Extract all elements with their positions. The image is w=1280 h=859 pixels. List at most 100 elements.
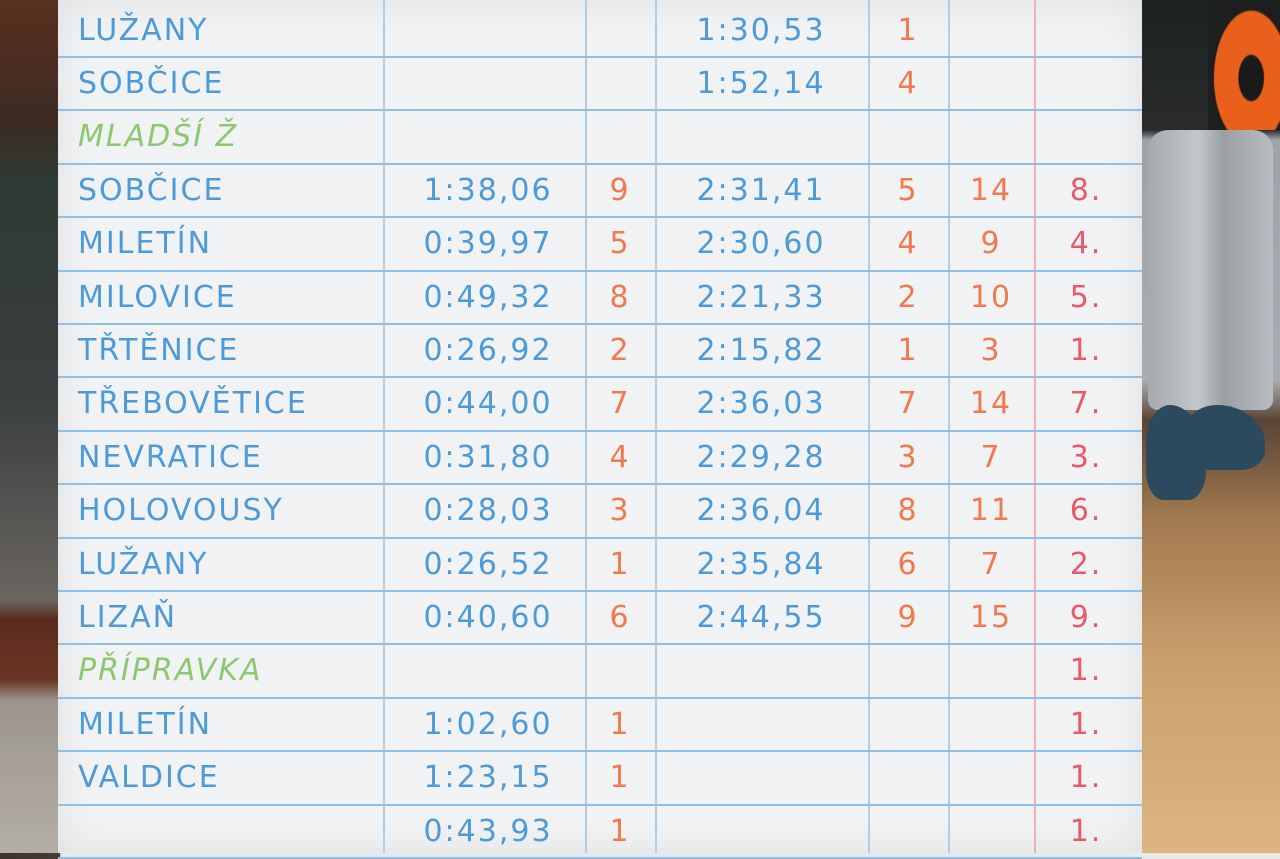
cell-points2: 9 bbox=[897, 599, 919, 635]
table-row: SOBČICE 1:52,14 4 bbox=[58, 57, 1142, 112]
table-row: SOBČICE 1:38,06 9 2:31,41 5 14 8. bbox=[58, 164, 1142, 219]
cell-place: 1. bbox=[1069, 760, 1103, 796]
cell-time1: 0:28,03 bbox=[423, 493, 553, 529]
cell-time1 bbox=[388, 4, 588, 56]
cell-time2: 2:35,84 bbox=[696, 546, 826, 582]
results-board: LUŽANY 1:30,53 1 SOBČICE 1:52,14 4 MLADŠÍ Ž SOB… bbox=[58, 0, 1142, 859]
cell-time2: 2:44,55 bbox=[696, 599, 826, 635]
cell-time1: 0:44,00 bbox=[423, 386, 553, 422]
cell-name: TŘTĚNICE bbox=[78, 332, 240, 368]
cell-sum bbox=[948, 4, 1034, 56]
grid-line bbox=[585, 0, 587, 853]
table-row: MILETÍN 1:02,60 1 1. bbox=[58, 698, 1142, 753]
cell-points1 bbox=[585, 4, 655, 56]
table-row: HOLOVOUSY 0:28,03 3 2:36,04 8 11 6. bbox=[58, 485, 1142, 539]
cell-time2: 1:52,14 bbox=[696, 65, 826, 101]
cell-points1 bbox=[585, 57, 655, 109]
cell-place bbox=[1036, 4, 1136, 56]
cell-name: LUŽANY bbox=[78, 546, 209, 582]
cell-place: 2. bbox=[1069, 546, 1103, 582]
cell-place bbox=[1036, 57, 1136, 109]
cell-place: 6. bbox=[1069, 493, 1103, 529]
cell-name: LIZAŇ bbox=[78, 599, 178, 635]
cell-name: PŘÍPRAVKA bbox=[78, 653, 263, 689]
cell-name: MILETÍN bbox=[78, 706, 213, 742]
cell-time2: 2:36,04 bbox=[696, 493, 826, 529]
table-row: TŘEBOVĚTICE 0:44,00 7 2:36,03 7 14 7. bbox=[58, 378, 1142, 432]
cell-points1: 1 bbox=[609, 546, 631, 582]
cell-points1: 2 bbox=[609, 332, 631, 368]
cell-time2: 2:31,41 bbox=[696, 172, 826, 208]
cell-sum: 14 bbox=[969, 386, 1013, 422]
cell-time2 bbox=[655, 698, 867, 750]
cell-name: LUŽANY bbox=[78, 12, 209, 48]
cell-sum bbox=[948, 57, 1034, 109]
cell-points2 bbox=[868, 805, 948, 857]
cell-points2: 6 bbox=[897, 546, 919, 582]
background-left bbox=[0, 0, 62, 853]
table-row: LIZAŇ 0:40,60 6 2:44,55 9 15 9. bbox=[58, 591, 1142, 646]
cell-name: NEVRATICE bbox=[78, 439, 263, 475]
grid-line bbox=[655, 0, 657, 853]
person-legs bbox=[1148, 130, 1273, 410]
cell-points1: 6 bbox=[609, 599, 631, 635]
cell-name: SOBČICE bbox=[78, 172, 225, 208]
cell-time1: 1:23,15 bbox=[423, 760, 553, 796]
cell-name: MLADŠÍ Ž bbox=[78, 119, 239, 155]
cell-time1: 0:40,60 bbox=[423, 599, 553, 635]
cell-name: VALDICE bbox=[78, 760, 220, 796]
table-row: NEVRATICE 0:31,80 4 2:29,28 3 7 3. bbox=[58, 431, 1142, 486]
cell-place: 4. bbox=[1069, 226, 1103, 262]
cell-time2: 2:21,33 bbox=[696, 279, 826, 315]
table-row: LUŽANY 0:26,52 1 2:35,84 6 7 2. bbox=[58, 538, 1142, 592]
cell-sum: 9 bbox=[980, 226, 1002, 262]
cell-time2: 2:30,60 bbox=[696, 226, 826, 262]
cell-time1: 1:02,60 bbox=[423, 706, 553, 742]
cell-time2 bbox=[655, 805, 867, 857]
cell-points2 bbox=[868, 698, 948, 750]
cell-points2: 4 bbox=[897, 226, 919, 262]
table-row: MILOVICE 0:49,32 8 2:21,33 2 10 5. bbox=[58, 271, 1142, 325]
cell-points1: 1 bbox=[609, 706, 631, 742]
table-row: MILETÍN 0:39,97 5 2:30,60 4 9 4. bbox=[58, 218, 1142, 272]
cell-time1: 1:38,06 bbox=[423, 172, 553, 208]
cell-points2: 8 bbox=[897, 493, 919, 529]
table-row: 0:43,93 1 1. bbox=[58, 805, 1142, 859]
grid-line bbox=[868, 0, 870, 853]
cell-time1: 0:31,80 bbox=[423, 439, 553, 475]
cell-time1 bbox=[388, 57, 588, 109]
cell-time1: 0:26,52 bbox=[423, 546, 553, 582]
table-row: VALDICE 1:23,15 1 1. bbox=[58, 752, 1142, 806]
cell-name: HOLOVOUSY bbox=[78, 493, 284, 529]
cell-time1: 0:49,32 bbox=[423, 279, 553, 315]
cell-name: MILETÍN bbox=[78, 226, 213, 262]
cell-sum: 11 bbox=[969, 493, 1013, 529]
cell-name: TŘEBOVĚTICE bbox=[78, 386, 308, 422]
grid-line bbox=[383, 0, 385, 853]
cell-points1: 4 bbox=[609, 439, 631, 475]
cell-time2 bbox=[655, 752, 867, 804]
cell-sum: 7 bbox=[980, 439, 1002, 475]
cell-points1: 7 bbox=[609, 386, 631, 422]
cell-points2: 4 bbox=[897, 65, 919, 101]
cell-sum: 15 bbox=[969, 599, 1013, 635]
cell-place: 1. bbox=[1069, 813, 1103, 849]
cell-points2 bbox=[868, 752, 948, 804]
cell-place: 1. bbox=[1069, 653, 1103, 689]
cell-points2: 1 bbox=[897, 332, 919, 368]
cell-points1: 1 bbox=[609, 813, 631, 849]
cell-name bbox=[78, 805, 388, 857]
cell-points2: 2 bbox=[897, 279, 919, 315]
cell-time2: 1:30,53 bbox=[696, 12, 826, 48]
cell-time2: 2:15,82 bbox=[696, 332, 826, 368]
cell-time1: 0:43,93 bbox=[423, 813, 553, 849]
category-header-row: MLADŠÍ Ž bbox=[58, 111, 1142, 165]
cell-place: 1. bbox=[1069, 332, 1103, 368]
cell-place: 9. bbox=[1069, 599, 1103, 635]
cell-sum bbox=[948, 752, 1034, 804]
flame-print-clothing bbox=[1208, 0, 1280, 130]
cell-time1: 0:39,97 bbox=[423, 226, 553, 262]
cell-place: 7. bbox=[1069, 386, 1103, 422]
cell-time1: 0:26,92 bbox=[423, 332, 553, 368]
cell-points1: 8 bbox=[609, 279, 631, 315]
